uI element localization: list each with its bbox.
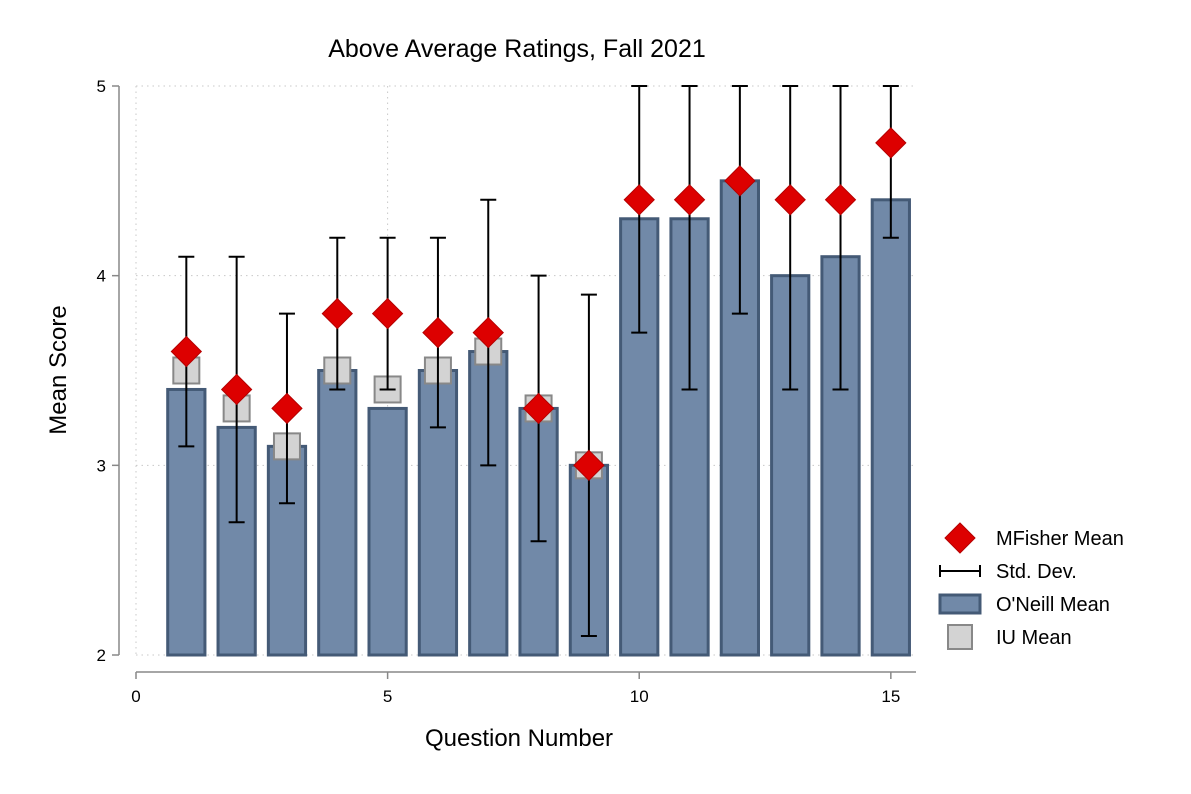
marker-mfisher-q15 bbox=[875, 127, 907, 159]
y-tick-label: 5 bbox=[97, 77, 106, 96]
legend-item-3: IU Mean bbox=[947, 624, 1072, 650]
chart-title: Above Average Ratings, Fall 2021 bbox=[328, 35, 706, 63]
legend-bar-icon bbox=[938, 593, 982, 615]
bar-oneill-q15 bbox=[870, 198, 911, 657]
marker-mfisher-q7 bbox=[472, 316, 504, 349]
marker-mfisher-q12 bbox=[724, 165, 756, 197]
mfisher-markers bbox=[170, 127, 907, 482]
x-tick-label: 15 bbox=[881, 687, 900, 706]
x-tick-label: 0 bbox=[131, 687, 140, 706]
marker-mfisher-q6 bbox=[422, 316, 454, 349]
marker-mfisher-q11 bbox=[673, 184, 706, 216]
marker-mfisher-q14 bbox=[824, 184, 857, 216]
bars bbox=[166, 179, 911, 657]
legend-diamond-icon bbox=[944, 522, 976, 554]
legend-item-1: Std. Dev. bbox=[939, 561, 1077, 583]
x-axis-title: Question Number bbox=[425, 725, 613, 752]
y-tick-label: 4 bbox=[97, 267, 106, 286]
marker-mfisher-q8 bbox=[522, 392, 555, 425]
marker-mfisher-q13 bbox=[774, 184, 806, 216]
marker-mfisher-q5 bbox=[371, 297, 404, 330]
errorbar-q13 bbox=[782, 85, 799, 391]
errorbar-q12 bbox=[731, 85, 748, 315]
y-axis-title: Mean Score bbox=[45, 305, 72, 434]
marker-mfisher-q3 bbox=[271, 392, 303, 425]
bar-oneill-q4 bbox=[317, 369, 358, 657]
marker-mfisher-q4 bbox=[321, 297, 353, 330]
legend: MFisher Mean Std. Dev. O'Neill Mean IU Mean bbox=[938, 522, 1124, 650]
legend-item-2: O'Neill Mean bbox=[938, 593, 1110, 616]
marker-mfisher-q2 bbox=[220, 373, 253, 406]
y-tick-label: 2 bbox=[97, 646, 106, 665]
marker-mfisher-q1 bbox=[170, 335, 203, 368]
legend-square-icon bbox=[947, 624, 973, 650]
y-tick-label: 3 bbox=[97, 456, 106, 475]
errorbar-q15 bbox=[882, 85, 899, 239]
x-tick-label: 5 bbox=[383, 687, 392, 706]
legend-item-0: MFisher Mean bbox=[944, 522, 1124, 554]
axes: 2 3 4 5 0 5 10 15 bbox=[97, 77, 916, 706]
marker-mfisher-q9 bbox=[573, 449, 605, 482]
legend-label: MFisher Mean bbox=[996, 528, 1124, 550]
legend-label: Std. Dev. bbox=[996, 561, 1077, 583]
x-tick-label: 10 bbox=[630, 687, 649, 706]
legend-label: O'Neill Mean bbox=[996, 594, 1110, 616]
errorbar-q11 bbox=[681, 85, 698, 391]
errorbar-q14 bbox=[832, 85, 849, 391]
bar-oneill-q5 bbox=[367, 406, 408, 657]
marker-mfisher-q10 bbox=[623, 184, 655, 216]
legend-label: IU Mean bbox=[996, 627, 1072, 649]
